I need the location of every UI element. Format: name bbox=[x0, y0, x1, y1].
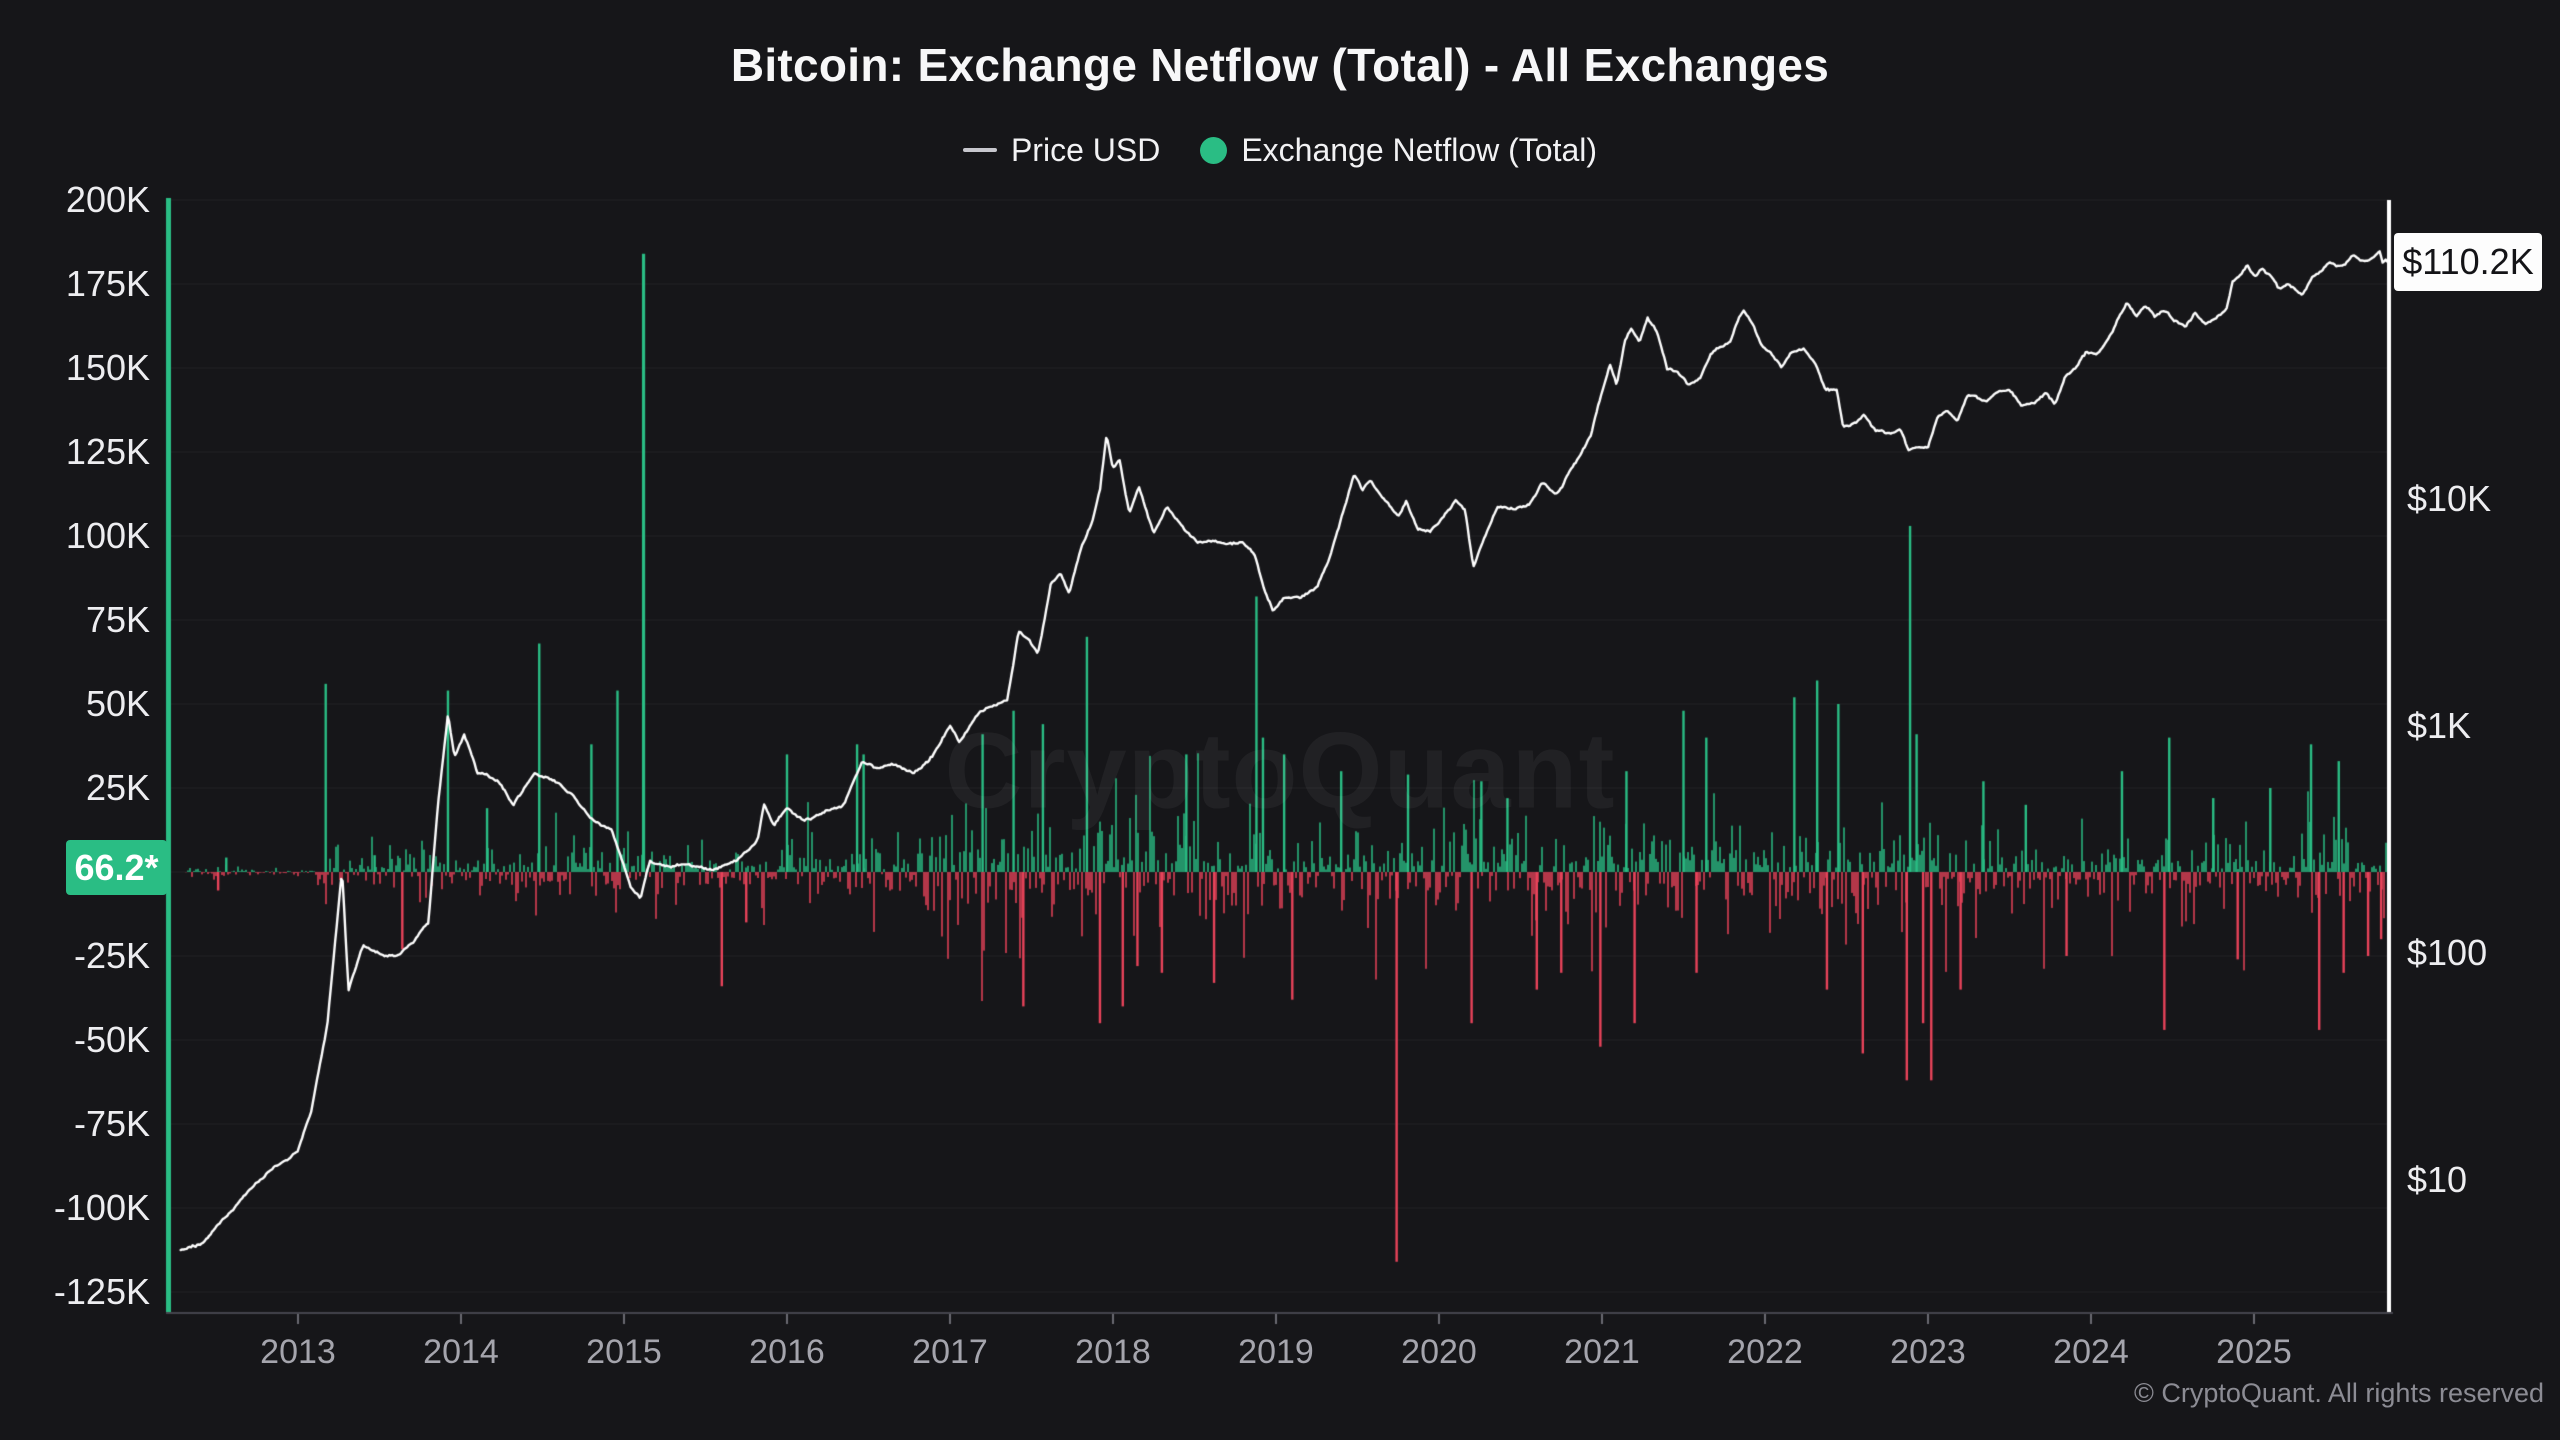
left-axis-label--25k: -25K bbox=[73, 935, 150, 976]
legend-item-netflow[interactable]: Exchange Netflow (Total) bbox=[1200, 132, 1597, 169]
right-axis-label-10k: $10K bbox=[2407, 478, 2492, 519]
x-axis-label-2018: 2018 bbox=[1075, 1333, 1151, 1371]
left-axis-label-175k: 175K bbox=[65, 263, 150, 304]
right-axis-label-100: $100 bbox=[2407, 932, 2488, 973]
x-axis-label-2015: 2015 bbox=[586, 1333, 662, 1371]
left-axis-label-100k: 100K bbox=[65, 515, 150, 556]
right-axis-label-1k: $1K bbox=[2407, 705, 2472, 746]
price-line-swatch-icon bbox=[962, 148, 997, 152]
left-axis-label-25k: 25K bbox=[85, 767, 150, 808]
price-current-badge: $110.2K bbox=[2394, 233, 2542, 292]
left-axis-label--50k: -50K bbox=[73, 1019, 150, 1060]
x-axis-label-2017: 2017 bbox=[912, 1333, 988, 1371]
left-axis-label-125k: 125K bbox=[65, 431, 150, 472]
left-axis-label-150k: 150K bbox=[65, 347, 150, 388]
chart-title: Bitcoin: Exchange Netflow (Total) - All … bbox=[730, 39, 1830, 91]
left-axis-label-50k: 50K bbox=[85, 683, 150, 724]
x-axis-label-2022: 2022 bbox=[1727, 1333, 1803, 1371]
left-axis-label-200k: 200K bbox=[65, 179, 150, 220]
x-axis-label-2013: 2013 bbox=[260, 1333, 336, 1371]
legend-netflow-label: Exchange Netflow (Total) bbox=[1241, 131, 1598, 168]
netflow-dot-swatch-icon bbox=[1200, 136, 1228, 164]
x-axis-label-2020: 2020 bbox=[1401, 1333, 1477, 1371]
left-axis-label-75k: 75K bbox=[85, 599, 150, 640]
x-axis-label-2024: 2024 bbox=[2053, 1333, 2129, 1371]
legend-item-price[interactable]: Price USD bbox=[962, 131, 1161, 169]
left-axis-label--100k: -100K bbox=[53, 1187, 150, 1228]
x-axis-label-2019: 2019 bbox=[1238, 1333, 1314, 1371]
copyright-notice: © CryptoQuant. All rights reserved bbox=[2133, 1378, 2544, 1408]
x-axis-label-2023: 2023 bbox=[1890, 1333, 1966, 1371]
netflow-current-badge: 66.2* bbox=[66, 839, 167, 895]
x-axis-label-2016: 2016 bbox=[749, 1333, 825, 1371]
x-axis-label-2025: 2025 bbox=[2216, 1333, 2292, 1371]
right-axis-label-10: $10 bbox=[2407, 1159, 2468, 1200]
left-axis-label--75k: -75K bbox=[73, 1103, 150, 1144]
legend-price-label: Price USD bbox=[1010, 131, 1161, 168]
left-axis-label--125k: -125K bbox=[53, 1271, 150, 1312]
watermark: CryptoQuant bbox=[944, 709, 1616, 831]
legend: Price USD Exchange Netflow (Total) bbox=[0, 126, 2560, 174]
x-axis-label-2021: 2021 bbox=[1564, 1333, 1640, 1371]
x-axis-label-2014: 2014 bbox=[423, 1333, 499, 1371]
